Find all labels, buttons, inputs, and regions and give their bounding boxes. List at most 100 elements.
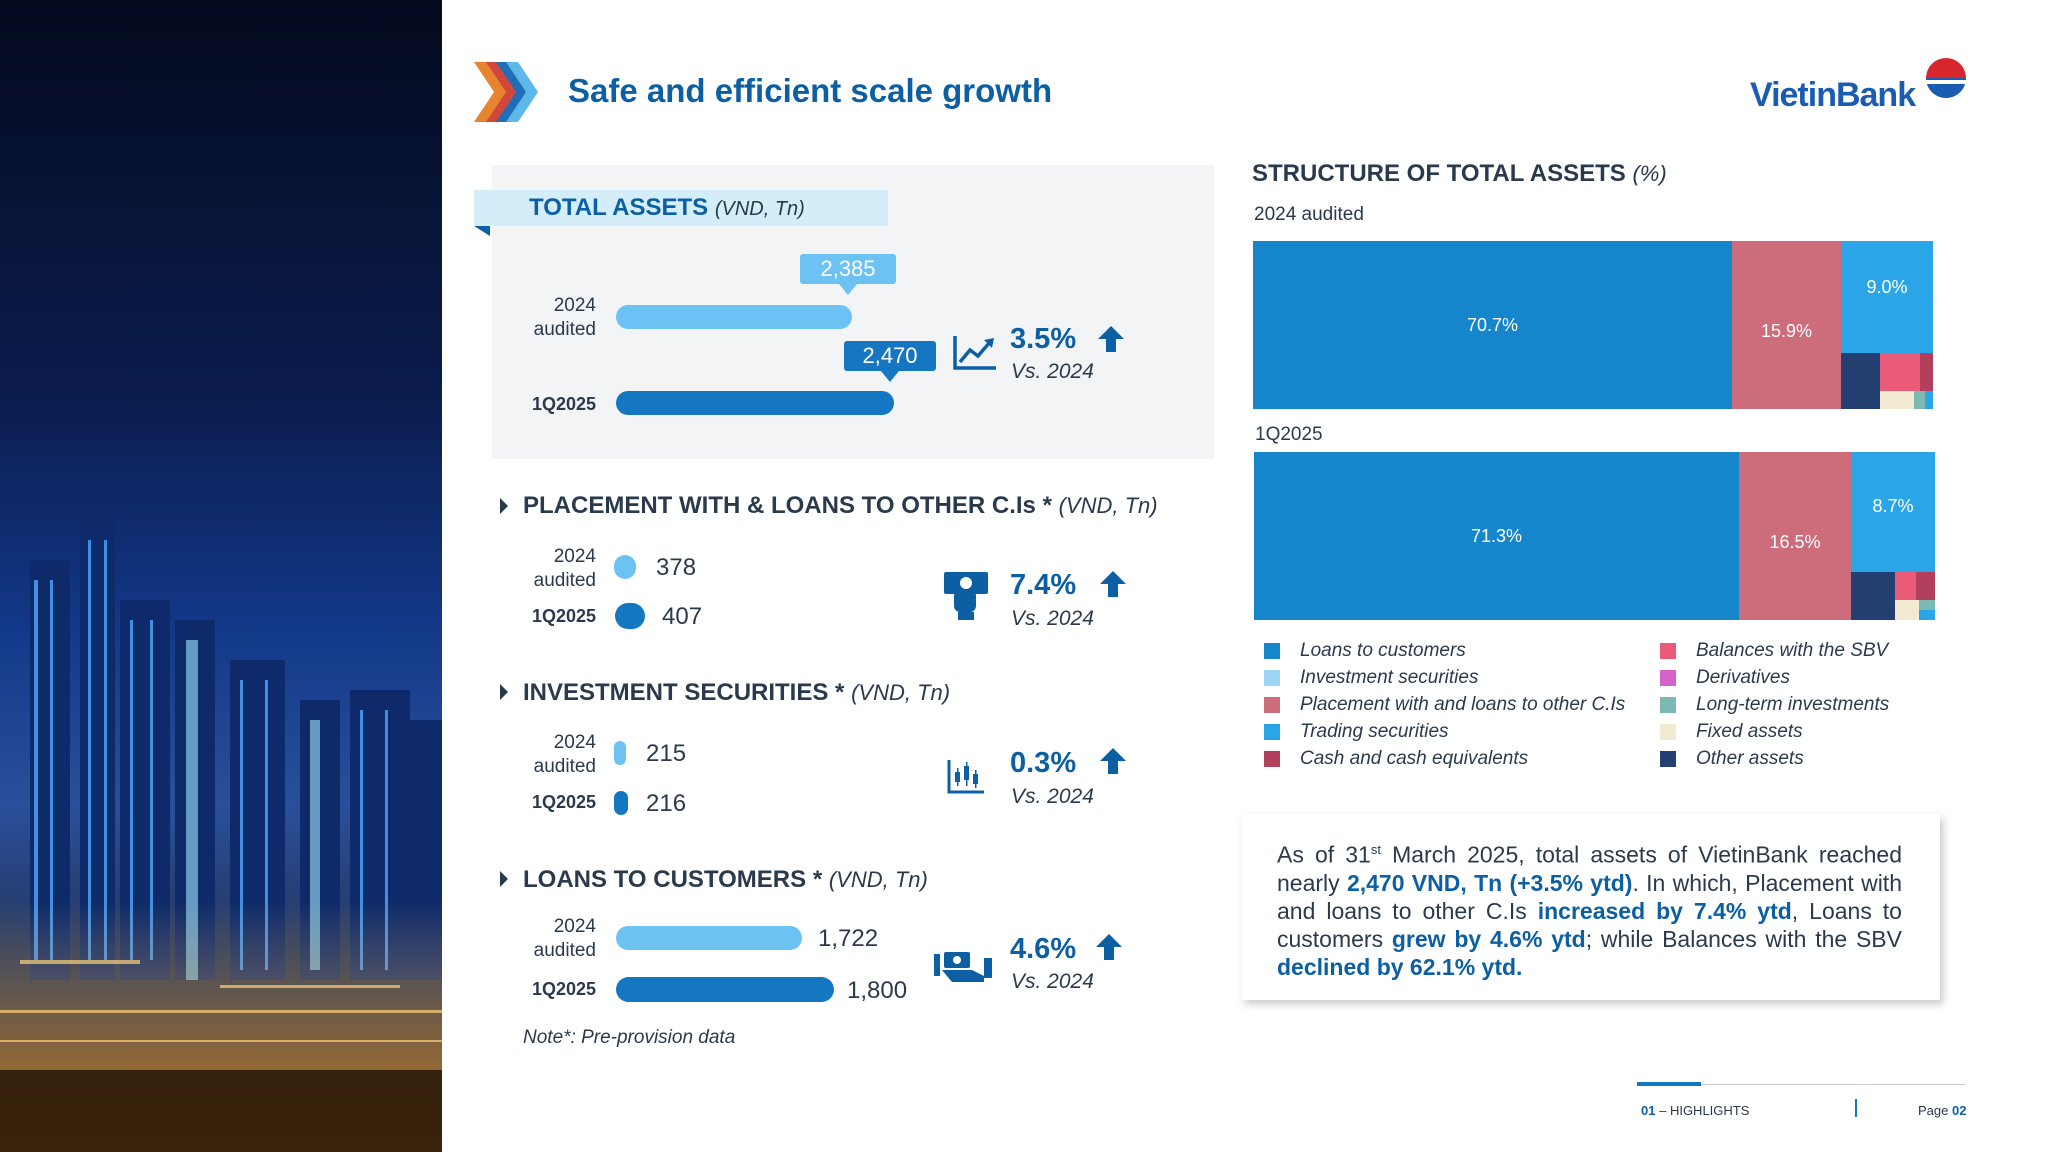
total-assets-label-q: 1Q2025 [532, 394, 596, 415]
securities-chart-icon [946, 758, 986, 796]
placement-label-2024: 2024 audited [534, 545, 596, 593]
treemap-cell-cash [1916, 572, 1935, 600]
legend-item: Balances with the SBV [1660, 638, 1888, 664]
chevrons-icon [474, 60, 538, 124]
legend-item: Fixed assets [1660, 719, 1803, 745]
placement-title: PLACEMENT WITH & LOANS TO OTHER C.Is * (… [523, 492, 1158, 520]
structure-title: STRUCTURE OF TOTAL ASSETS (%) [1252, 160, 1667, 188]
treemap-cell-investment: 9.0% [1841, 241, 1933, 353]
loans-bar-q [616, 977, 834, 1002]
placement-value-2024: 378 [656, 554, 696, 582]
legend-swatch [1660, 643, 1676, 659]
city-photo [0, 0, 442, 1152]
callout-tip [881, 371, 899, 382]
loans-growth: 4.6% [1010, 933, 1076, 966]
treemap-cell-longterm [1914, 391, 1925, 409]
legend-item: Placement with and loans to other C.Is [1264, 692, 1625, 718]
footer-divider [1855, 1099, 1857, 1117]
total-assets-growth: 3.5% [1010, 323, 1076, 356]
page-number: Page 02 [1918, 1103, 1966, 1118]
legend-item: Trading securities [1264, 719, 1449, 745]
placement-label-q: 1Q2025 [532, 606, 596, 627]
legend-item: Derivatives [1660, 665, 1790, 691]
treemap-cell-investment: 8.7% [1851, 452, 1935, 572]
legend-swatch [1660, 751, 1676, 767]
placement-dot-q [615, 603, 645, 629]
treemap-cell-loans: 70.7% [1253, 241, 1732, 409]
caret-right-icon [500, 498, 508, 514]
investment-label-2024: 2024 audited [534, 731, 596, 779]
treemap-cell-other [1851, 572, 1895, 620]
legend-swatch [1660, 670, 1676, 686]
total-assets-label-2024: 2024 audited [534, 294, 596, 342]
period-label-q: 1Q2025 [1255, 424, 1323, 446]
treemap-cell-sbv [1895, 572, 1916, 600]
handshake-money-icon [932, 948, 994, 984]
up-arrow-icon [1098, 569, 1128, 599]
total-assets-callout-2024: 2,385 [800, 254, 896, 284]
footer-section: 01 – HIGHLIGHTS [1641, 1103, 1749, 1118]
up-arrow-icon [1098, 746, 1128, 776]
loans-vs: Vs. 2024 [1011, 970, 1094, 994]
legend-item: Investment securities [1264, 665, 1478, 691]
investment-value-q: 216 [646, 790, 686, 818]
legend-swatch [1264, 670, 1280, 686]
logo-emblem-icon [1910, 56, 1970, 106]
treemap-cell-placement: 16.5% [1739, 452, 1851, 620]
callout-tip [839, 284, 857, 295]
treemap-2024: 70.7% 15.9% 9.0% [1253, 241, 1933, 409]
placement-growth: 7.4% [1010, 569, 1076, 602]
up-arrow-icon [1096, 324, 1126, 354]
treemap-cell-longterm [1919, 600, 1935, 610]
legend-swatch [1660, 724, 1676, 740]
loans-label-2024: 2024 audited [534, 915, 596, 963]
trend-chart-icon [952, 332, 998, 372]
loans-value-q: 1,800 [847, 977, 907, 1005]
total-assets-vs: Vs. 2024 [1011, 360, 1094, 384]
investment-bar-q [614, 791, 628, 815]
investment-title: INVESTMENT SECURITIES * (VND, Tn) [523, 679, 950, 707]
logo-text: VietinBank [1750, 76, 1915, 115]
loans-title: LOANS TO CUSTOMERS * (VND, Tn) [523, 866, 928, 894]
treemap-cell-cash [1920, 353, 1933, 391]
treemap-cell-fixed [1895, 600, 1919, 620]
caret-right-icon [500, 871, 508, 887]
investment-vs: Vs. 2024 [1011, 785, 1094, 809]
total-assets-bar-2024 [616, 305, 852, 329]
treemap-cell-sbv [1880, 353, 1920, 391]
treemap-cell-trading [1919, 610, 1935, 620]
up-arrow-icon [1094, 932, 1124, 962]
treemap-cell-trading [1925, 391, 1933, 409]
money-hand-icon [942, 570, 990, 622]
placement-dot-2024 [614, 555, 636, 579]
treemap-q: 71.3% 16.5% 8.7% [1254, 452, 1935, 620]
treemap-cell-placement: 15.9% [1732, 241, 1841, 409]
period-label-2024: 2024 audited [1254, 204, 1364, 226]
legend-item: Long-term investments [1660, 692, 1889, 718]
summary-text: As of 31st March 2025, total assets of V… [1277, 836, 1902, 981]
tab-fold [474, 226, 490, 236]
total-assets-callout-q: 2,470 [844, 341, 936, 371]
treemap-cell-other [1841, 353, 1880, 409]
legend-item: Loans to customers [1264, 638, 1466, 664]
legend-swatch [1264, 724, 1280, 740]
total-assets-bar-q [616, 391, 894, 415]
loans-bar-2024 [616, 926, 802, 950]
legend-swatch [1660, 697, 1676, 713]
treemap-cell-fixed [1880, 391, 1914, 409]
caret-right-icon [500, 684, 508, 700]
investment-label-q: 1Q2025 [532, 792, 596, 813]
investment-growth: 0.3% [1010, 747, 1076, 780]
placement-vs: Vs. 2024 [1011, 607, 1094, 631]
treemap-cell-loans: 71.3% [1254, 452, 1739, 620]
investment-value-2024: 215 [646, 740, 686, 768]
loans-label-q: 1Q2025 [532, 979, 596, 1000]
legend-item: Other assets [1660, 746, 1804, 772]
legend-swatch [1264, 751, 1280, 767]
total-assets-title: TOTAL ASSETS (VND, Tn) [529, 194, 805, 222]
placement-value-q: 407 [662, 603, 702, 631]
summary-box: As of 31st March 2025, total assets of V… [1242, 814, 1940, 1000]
total-assets-unit: (VND, Tn) [715, 198, 805, 220]
legend-swatch [1264, 643, 1280, 659]
legend-swatch [1264, 697, 1280, 713]
